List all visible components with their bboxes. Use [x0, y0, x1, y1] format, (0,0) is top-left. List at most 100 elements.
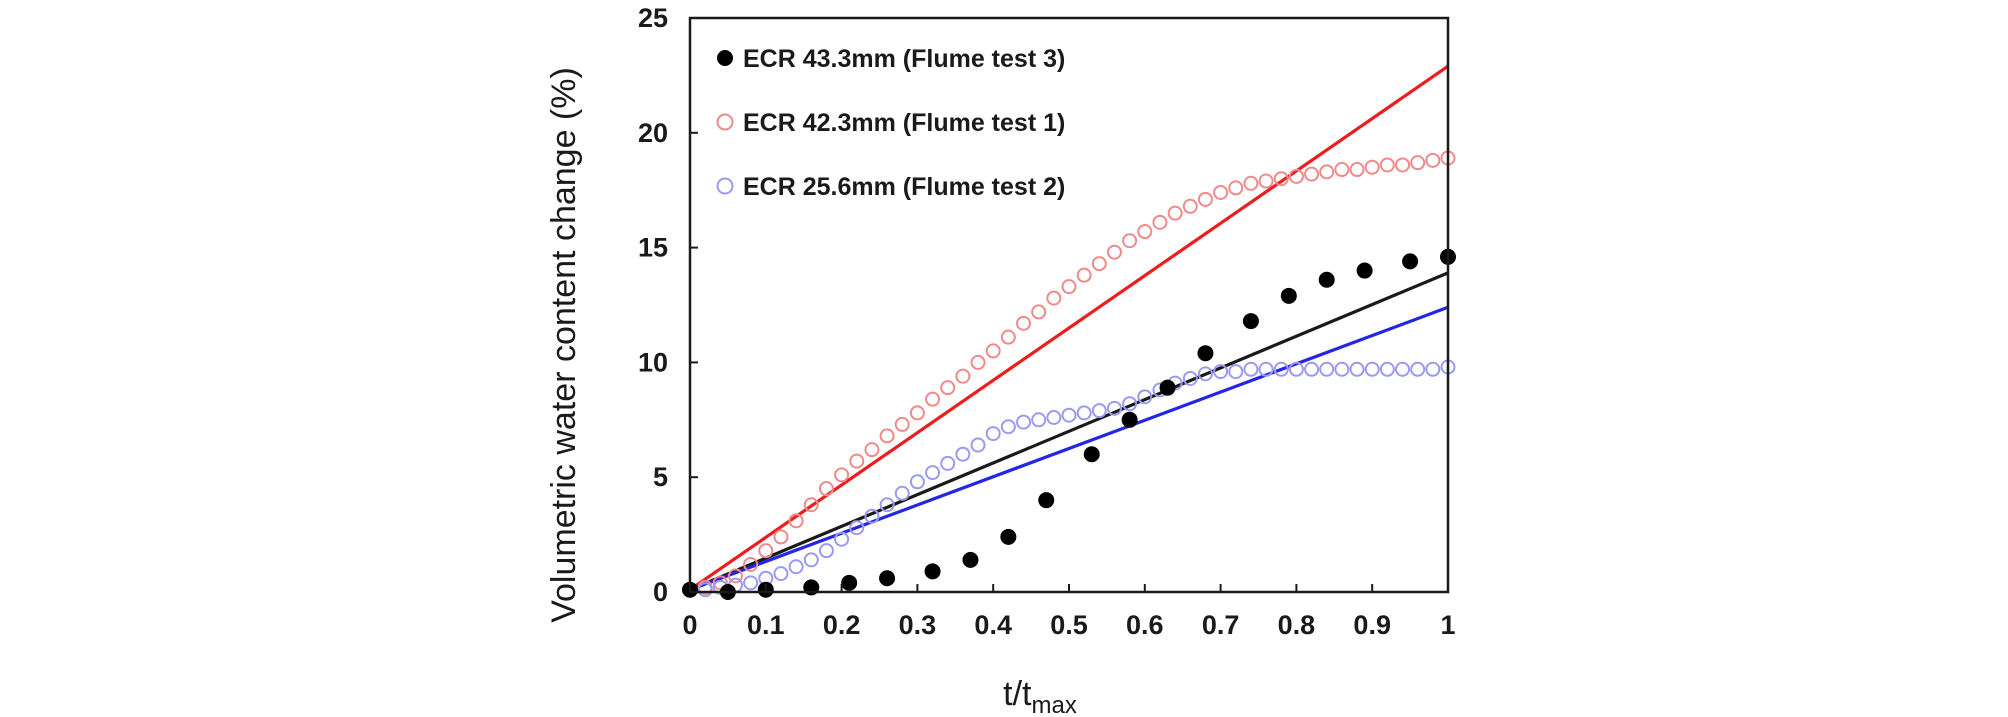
data-point [1349, 361, 1365, 377]
data-point [864, 508, 880, 524]
data-point [1395, 157, 1411, 173]
data-point [879, 428, 895, 444]
data-point [1197, 366, 1213, 382]
x-tick-label: 1 [1440, 610, 1455, 640]
data-point [1304, 361, 1320, 377]
data-point [1425, 361, 1441, 377]
data-point [1182, 198, 1198, 214]
data-point [940, 455, 956, 471]
legend: ECR 43.3mm (Flume test 3) ECR 42.3mm (Flu… [716, 45, 1065, 201]
data-point [925, 465, 941, 481]
data-point [940, 380, 956, 396]
data-point [1016, 315, 1032, 331]
data-point [773, 566, 789, 582]
data-point [834, 467, 850, 483]
data-point [1000, 329, 1016, 345]
x-axis-label: t/tmax [1003, 675, 1077, 717]
x-axis-label-subscript: max [1032, 692, 1077, 717]
data-point [1356, 262, 1373, 279]
data-point [727, 568, 743, 584]
data-point [1016, 414, 1032, 430]
data-point [1243, 175, 1259, 191]
data-point [955, 446, 971, 462]
data-point [909, 405, 925, 421]
data-point [1091, 403, 1107, 419]
data-point [1122, 233, 1138, 249]
data-point [1159, 379, 1176, 396]
data-point [773, 529, 789, 545]
x-tick-label: 0.5 [1050, 610, 1088, 640]
data-point [1288, 361, 1304, 377]
x-tick-label: 0.3 [899, 610, 937, 640]
data-point [1334, 361, 1350, 377]
data-point [1152, 214, 1168, 230]
data-point [1046, 290, 1062, 306]
data-point [909, 474, 925, 490]
data-point [1228, 364, 1244, 380]
data-point [985, 426, 1001, 442]
data-point [985, 343, 1001, 359]
data-point [1410, 361, 1426, 377]
data-point [743, 575, 759, 591]
data-point [1000, 528, 1017, 545]
x-tick-label: 0.4 [974, 610, 1012, 640]
data-point [758, 543, 774, 559]
legend-marker [717, 50, 733, 66]
data-point [1379, 361, 1395, 377]
x-tick-label: 0.2 [823, 610, 861, 640]
y-axis-ticks: 0 5 10 15 20 25 [638, 3, 698, 607]
y-axis-label: Volumetric water content change (%) [545, 67, 583, 623]
series-2 [682, 150, 1456, 598]
x-tick-label: 0.1 [747, 610, 785, 640]
data-point [879, 497, 895, 513]
data-point [1364, 159, 1380, 175]
data-point [788, 559, 804, 575]
x-axis-ticks: 0 0.1 0.2 0.3 0.4 0.5 0.6 0.7 0.8 0.9 1 [682, 584, 1456, 640]
data-point [1137, 389, 1153, 405]
y-tick-label: 5 [653, 462, 668, 492]
data-point [834, 531, 850, 547]
data-point [818, 481, 834, 497]
data-point [803, 552, 819, 568]
x-tick-label: 0.8 [1278, 610, 1316, 640]
data-point [955, 368, 971, 384]
data-point [1061, 279, 1077, 295]
data-point [864, 442, 880, 458]
data-point [1213, 184, 1229, 200]
y-tick-label: 25 [638, 3, 668, 33]
data-point [803, 497, 819, 513]
data-point [1228, 180, 1244, 196]
data-point [970, 354, 986, 370]
data-point [1258, 361, 1274, 377]
x-axis-label-main: t/t [1003, 675, 1032, 713]
y-tick-label: 20 [638, 118, 668, 148]
data-point [1280, 287, 1297, 304]
data-point [1061, 407, 1077, 423]
data-point [1038, 492, 1055, 509]
data-point [1091, 256, 1107, 272]
data-point [1197, 345, 1214, 362]
legend-label: ECR 42.3mm (Flume test 1) [743, 109, 1065, 137]
data-point [1197, 191, 1213, 207]
data-point [1182, 370, 1198, 386]
y-tick-label: 15 [638, 233, 668, 263]
data-point [1318, 271, 1335, 288]
data-point [879, 570, 896, 587]
x-tick-label: 0.9 [1353, 610, 1391, 640]
data-point [925, 391, 941, 407]
data-point [1121, 411, 1138, 428]
data-point [1304, 166, 1320, 182]
x-tick-label: 0.7 [1202, 610, 1240, 640]
legend-marker [716, 113, 734, 131]
data-point [1046, 410, 1062, 426]
data-point [1425, 152, 1441, 168]
data-point [697, 582, 713, 598]
data-point [1410, 155, 1426, 171]
data-point [1273, 361, 1289, 377]
data-series [682, 150, 1456, 600]
data-point [1319, 164, 1335, 180]
data-point [894, 416, 910, 432]
y-tick-label: 10 [638, 347, 668, 377]
